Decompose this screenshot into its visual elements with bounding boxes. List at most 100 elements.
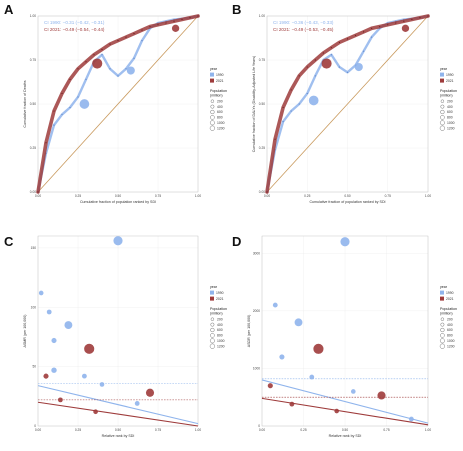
data-point-2021 [43, 373, 49, 379]
curve-point-2021 [371, 27, 373, 29]
data-point-1990 [134, 401, 140, 406]
legend-pop-circle [210, 115, 215, 120]
x-tick-label: 0.25 [304, 194, 310, 198]
curve-point-2021 [93, 54, 95, 56]
legend-pop-circle [440, 317, 445, 321]
data-point-1990 [81, 373, 87, 379]
plot-frame [266, 15, 429, 193]
curve-point-2021 [282, 106, 284, 109]
x-tick-label: 0.50 [115, 194, 121, 198]
curve-point-2021 [37, 191, 39, 193]
y-tick-label: 1.00 [259, 14, 265, 18]
curve-point-2021 [330, 47, 332, 49]
curve-point-2021 [157, 24, 159, 26]
fit-line-2021 [261, 397, 429, 426]
plot-frame [37, 15, 199, 193]
legend-pop-title-line: (million) [210, 312, 223, 316]
curve-point-2021 [403, 20, 405, 22]
legend-swatch-1990 [440, 290, 444, 295]
curve-point-1990 [338, 66, 341, 68]
panel-c: C 0.00 0.25 0.50 0.75 1.00 0 50 100 150 Relative r… [4, 234, 227, 438]
data-point-1990 [294, 318, 303, 327]
curve-point-1990 [101, 54, 103, 56]
legend-pop-circle [210, 317, 215, 321]
legend-pop-value: 600 [217, 110, 223, 114]
data-point-2021 [267, 383, 273, 389]
data-point-1990 [113, 236, 123, 246]
legend-pop-circle [210, 333, 215, 338]
curve-point-2021 [117, 40, 119, 42]
curve-point-1990 [363, 50, 365, 52]
panel-d: D 0.00 0.25 0.50 0.75 1.00 0 1000 2000 3000 Relati… [232, 234, 457, 438]
x-tick-label: 0.00 [264, 194, 270, 198]
y-tick-label: 1000 [253, 367, 260, 371]
curve-point-1990 [69, 106, 71, 109]
x-tick-label: 0.75 [385, 194, 391, 198]
data-point-1990 [340, 237, 350, 247]
curve-point-2021 [419, 17, 421, 19]
legend-pop-circle [440, 322, 445, 327]
legend-year-1990: 1990 [446, 73, 454, 77]
legend-pop-value: 600 [447, 110, 453, 114]
legend-pop-circle [439, 125, 445, 131]
legend-pop-value: 600 [447, 328, 453, 332]
curve-point-2021 [354, 34, 357, 36]
legend-pop-value: 200 [217, 99, 223, 103]
panel-a: A 0.00 0.25 0.50 0.75 1.00 0.00 0.25 0.50 0.75 1.0… [4, 2, 227, 204]
curve-point-1990 [133, 57, 135, 59]
curve-point-2021 [395, 22, 397, 24]
y-tick-label: 0 [258, 424, 260, 428]
curve-point-2021 [411, 18, 413, 21]
legend-year-title: year [440, 285, 448, 289]
curve-point-1990 [346, 71, 349, 73]
legend-year-title: year [440, 67, 448, 71]
legend-pop-value: 400 [217, 105, 223, 109]
legend-pop-value: 1000 [447, 339, 455, 343]
data-point-1990 [309, 374, 315, 380]
curve-point-1990 [109, 68, 111, 70]
equality-line [37, 15, 199, 193]
legend-swatch-2021 [210, 296, 214, 301]
legend-pop-value: 1200 [217, 344, 225, 348]
ci-label-1990: CI 1990: −0.31 (−0.42, −0.31) [44, 20, 105, 25]
curve-point-1990 [298, 103, 300, 105]
ci-label-2021: CI 2021: −0.49 (−0.54, −0.44) [44, 27, 105, 32]
data-point-2021 [313, 343, 324, 354]
curve-point-2021 [77, 68, 79, 70]
curve-point-2021 [363, 31, 365, 33]
curve-point-2021 [322, 52, 324, 54]
curve-point-1990 [141, 40, 143, 42]
x-tick-label: 1.00 [425, 428, 431, 432]
legend-pop-title: Population (million) [210, 307, 227, 316]
plot-frame [37, 235, 199, 427]
curve-point-1990 [371, 36, 373, 38]
legend-year-2021: 2021 [216, 297, 224, 301]
data-point-1990 [51, 367, 57, 373]
data-point-2021 [84, 343, 95, 354]
y-axis-label: Cumulative fraction of DALYs (Disability… [252, 56, 256, 152]
y-axis-label: Cumulative fraction of Deaths [23, 80, 27, 127]
curve-point-2021 [141, 29, 143, 31]
y-tick-label: 0.25 [30, 146, 36, 150]
legend: year 1990 2021 Population (million)200 400600… [439, 285, 457, 349]
legend-pop-title: Population (million) [210, 89, 227, 98]
curve-point-2021 [314, 59, 316, 61]
data-point-1990 [408, 416, 414, 422]
legend-pop-value: 1000 [217, 339, 225, 343]
legend-pop-circle [209, 343, 215, 349]
curve-point-2021 [338, 41, 341, 44]
curve-point-2021 [379, 25, 381, 28]
legend-year-2021: 2021 [446, 79, 454, 83]
legend-pop-circle [439, 343, 445, 349]
legend-pop-value: 800 [447, 116, 453, 120]
curve-point-1990 [314, 75, 316, 77]
x-tick-label: 0.00 [259, 428, 265, 432]
x-tick-label: 0.25 [300, 428, 306, 432]
plot-frame [261, 235, 429, 427]
y-tick-label: 2000 [253, 309, 260, 313]
y-tick-label: 0 [34, 424, 36, 428]
legend-swatch-2021 [210, 78, 214, 83]
x-tick-label: 1.00 [195, 428, 201, 432]
legend-pop-title-line: Population [210, 89, 227, 93]
legend-pop-title-line: (million) [210, 94, 223, 98]
